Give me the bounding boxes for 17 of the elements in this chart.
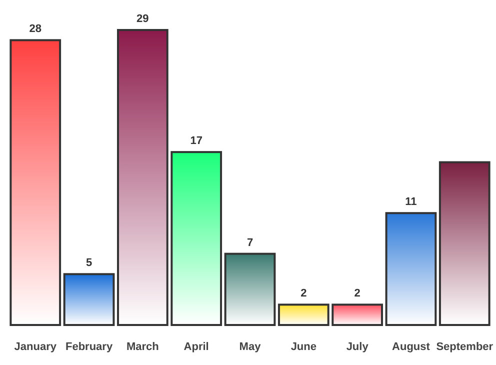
data-label: 28 bbox=[29, 23, 42, 36]
data-label: 2 bbox=[300, 288, 307, 300]
x-tick-label: May bbox=[239, 340, 262, 353]
x-tick-label: August bbox=[392, 340, 430, 353]
x-tick-label: April bbox=[184, 340, 209, 353]
data-label: 17 bbox=[190, 135, 202, 148]
data-label: 29 bbox=[136, 13, 149, 25]
x-tick-label: September bbox=[436, 340, 494, 353]
x-tick-label: January bbox=[14, 340, 58, 353]
x-tick-label: June bbox=[290, 340, 316, 353]
x-tick-label: March bbox=[126, 340, 160, 353]
x-tick-label: February bbox=[65, 340, 114, 353]
x-tick-label: July bbox=[346, 340, 370, 353]
data-label: 7 bbox=[246, 236, 254, 249]
data-label: 2 bbox=[354, 288, 360, 300]
data-label: 11 bbox=[405, 196, 417, 208]
data-label: 5 bbox=[86, 257, 92, 270]
